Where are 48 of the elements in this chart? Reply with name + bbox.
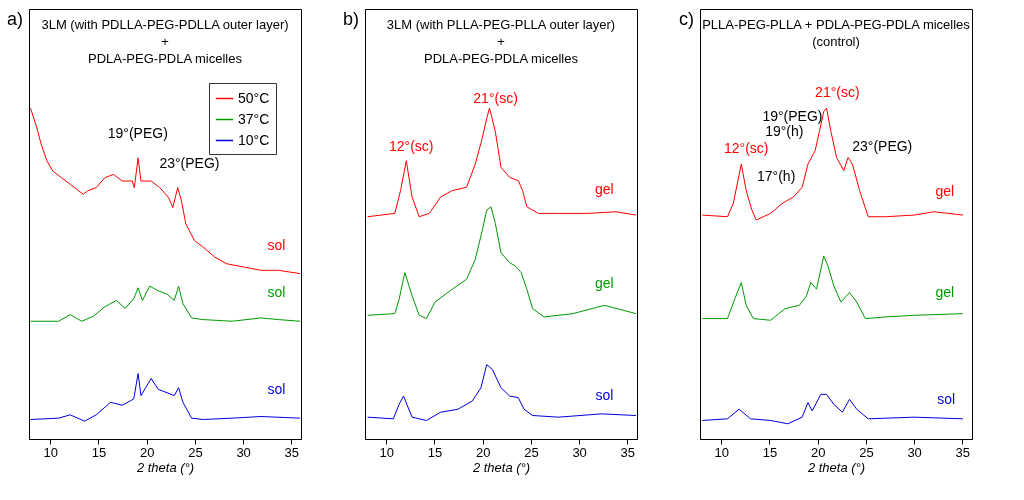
text: 21°(sc) (815, 83, 860, 100)
annotation: gel (595, 275, 614, 292)
chart-title: 3LM (with PLLA-PEG-PLLA outer layer) + PDLA-PEG-PDLA micelles (386, 17, 616, 66)
x-tick-label: 20 (475, 444, 491, 460)
x-tick-label: 15 (91, 444, 107, 460)
x-tick-label: 10 (714, 444, 729, 460)
chart-title: 3LM (with PDLLA-PEG-PDLLA outer layer) + PDLA-PEG-PDLA micelles (41, 17, 289, 66)
x-tick-label: 35 (284, 444, 300, 460)
x-tick-label: 35 (620, 444, 636, 460)
x-axis-title: 2 theta (°) (471, 459, 531, 475)
annotation: 23°(PEG) (852, 137, 913, 154)
x-tick-label: 30 (572, 444, 587, 460)
x-tick-label: 20 (139, 444, 155, 460)
x-axis-title: 2 theta (°) (806, 459, 866, 475)
annotation: 17°(h) (757, 167, 796, 184)
x-tick-label: 15 (427, 444, 443, 460)
text: a) (6, 9, 23, 29)
annotation: 12°(sc) (388, 137, 434, 154)
annotation: sol (267, 236, 286, 253)
legend-label: 50°C (238, 89, 270, 106)
x-tick-label: 35 (955, 444, 971, 460)
x-tick-label: 10 (43, 444, 58, 460)
x-tick-label: 25 (859, 444, 874, 460)
x-tick-label: 15 (762, 444, 778, 460)
annotation: gel (935, 182, 955, 199)
annotation: gel (935, 283, 955, 300)
text: 21°(sc) (473, 90, 518, 107)
annotation: sol (267, 283, 286, 300)
x-tick-label: 10 (379, 444, 394, 460)
annotation: 23°(PEG) (159, 154, 220, 171)
annotation: 19°(PEG) (762, 107, 823, 124)
text: c) (679, 9, 694, 29)
x-tick-label: 25 (524, 444, 539, 460)
legend-label: 37°C (238, 110, 270, 127)
chart-title: PLLA-PEG-PLLA + PDLA-PEG-PDLA micelles (control) (702, 17, 971, 49)
annotation: 19°(PEG) (107, 124, 168, 141)
x-tick-label: 25 (188, 444, 203, 460)
x-tick-label: 20 (810, 444, 826, 460)
annotation: sol (267, 380, 286, 397)
x-tick-label: 30 (236, 444, 251, 460)
legend-label: 10°C (238, 131, 270, 148)
annotation: 12°(sc) (723, 139, 769, 156)
x-axis-title: 2 theta (°) (135, 459, 195, 475)
annotation: sol (595, 387, 614, 403)
annotation: sol (937, 391, 956, 408)
x-tick-label: 30 (907, 444, 922, 460)
text: b) (342, 9, 359, 29)
annotation: gel (595, 180, 614, 197)
